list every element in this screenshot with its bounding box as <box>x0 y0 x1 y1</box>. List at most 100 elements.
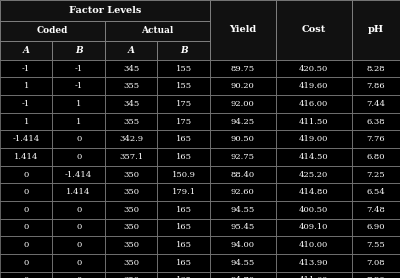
Bar <box>157 41 210 60</box>
Bar <box>352 148 400 166</box>
Text: 400.50: 400.50 <box>299 206 328 214</box>
Bar <box>105 130 157 148</box>
Bar <box>157 113 210 130</box>
Bar <box>52 113 105 130</box>
Text: 165: 165 <box>176 135 192 143</box>
Text: 94.70: 94.70 <box>231 276 255 278</box>
Bar <box>105 21 210 41</box>
Text: B: B <box>75 46 82 55</box>
Bar <box>210 183 276 201</box>
Text: 342.9: 342.9 <box>119 135 143 143</box>
Bar <box>276 219 352 236</box>
Text: Actual: Actual <box>141 26 174 35</box>
Bar <box>210 60 276 77</box>
Bar <box>52 201 105 219</box>
Bar <box>0 21 105 41</box>
Text: B: B <box>180 46 187 55</box>
Text: 414.50: 414.50 <box>299 153 328 161</box>
Bar <box>157 236 210 254</box>
Bar <box>352 236 400 254</box>
Text: -1: -1 <box>22 100 30 108</box>
Bar <box>276 113 352 130</box>
Bar <box>52 272 105 278</box>
Bar <box>157 130 210 148</box>
Text: -1: -1 <box>74 82 83 90</box>
Bar <box>0 219 52 236</box>
Text: 0: 0 <box>76 153 81 161</box>
Bar <box>210 272 276 278</box>
Bar <box>352 166 400 183</box>
Text: 0: 0 <box>76 206 81 214</box>
Text: 175: 175 <box>176 118 192 126</box>
Bar <box>52 77 105 95</box>
Bar <box>352 183 400 201</box>
Bar <box>352 95 400 113</box>
Text: 8.28: 8.28 <box>367 64 385 73</box>
Bar <box>210 236 276 254</box>
Text: 0: 0 <box>24 224 29 232</box>
Bar <box>52 254 105 272</box>
Text: 355: 355 <box>123 118 139 126</box>
Text: 6.38: 6.38 <box>367 118 385 126</box>
Bar <box>105 166 157 183</box>
Bar <box>0 183 52 201</box>
Bar <box>105 201 157 219</box>
Text: 0: 0 <box>24 170 29 178</box>
Text: 90.20: 90.20 <box>231 82 254 90</box>
Bar <box>210 77 276 95</box>
Bar <box>276 148 352 166</box>
Text: 179.1: 179.1 <box>172 188 196 196</box>
Bar <box>157 60 210 77</box>
Text: 411.60: 411.60 <box>299 276 328 278</box>
Text: 357.1: 357.1 <box>119 153 143 161</box>
Text: 175: 175 <box>176 100 192 108</box>
Bar <box>276 0 352 60</box>
Bar <box>157 77 210 95</box>
Bar <box>0 236 52 254</box>
Bar <box>0 95 52 113</box>
Text: 165: 165 <box>176 276 192 278</box>
Bar <box>52 130 105 148</box>
Text: 7.80: 7.80 <box>367 276 385 278</box>
Text: 420.50: 420.50 <box>299 64 328 73</box>
Bar <box>105 148 157 166</box>
Text: 165: 165 <box>176 153 192 161</box>
Bar <box>157 219 210 236</box>
Text: 0: 0 <box>76 276 81 278</box>
Bar <box>0 113 52 130</box>
Text: 155: 155 <box>176 64 192 73</box>
Text: 350: 350 <box>123 206 139 214</box>
Text: 7.48: 7.48 <box>366 206 386 214</box>
Text: 350: 350 <box>123 170 139 178</box>
Text: 165: 165 <box>176 259 192 267</box>
Bar <box>105 41 157 60</box>
Bar <box>276 183 352 201</box>
Text: pH: pH <box>368 25 384 34</box>
Bar <box>157 201 210 219</box>
Text: 6.54: 6.54 <box>367 188 385 196</box>
Bar <box>105 77 157 95</box>
Text: 0: 0 <box>76 224 81 232</box>
Text: 6.80: 6.80 <box>367 153 385 161</box>
Text: 88.40: 88.40 <box>231 170 255 178</box>
Text: 92.00: 92.00 <box>231 100 254 108</box>
Text: Cost: Cost <box>302 25 326 34</box>
Bar <box>210 95 276 113</box>
Bar <box>0 148 52 166</box>
Text: 355: 355 <box>123 82 139 90</box>
Bar <box>52 183 105 201</box>
Text: 6.90: 6.90 <box>367 224 385 232</box>
Text: 7.25: 7.25 <box>367 170 385 178</box>
Bar <box>352 272 400 278</box>
Bar <box>352 201 400 219</box>
Bar <box>0 166 52 183</box>
Text: Factor Levels: Factor Levels <box>69 6 141 15</box>
Bar <box>0 201 52 219</box>
Bar <box>276 77 352 95</box>
Text: 0: 0 <box>24 241 29 249</box>
Bar <box>210 254 276 272</box>
Bar <box>0 60 52 77</box>
Text: 416.00: 416.00 <box>299 100 328 108</box>
Text: 0: 0 <box>24 276 29 278</box>
Bar <box>210 201 276 219</box>
